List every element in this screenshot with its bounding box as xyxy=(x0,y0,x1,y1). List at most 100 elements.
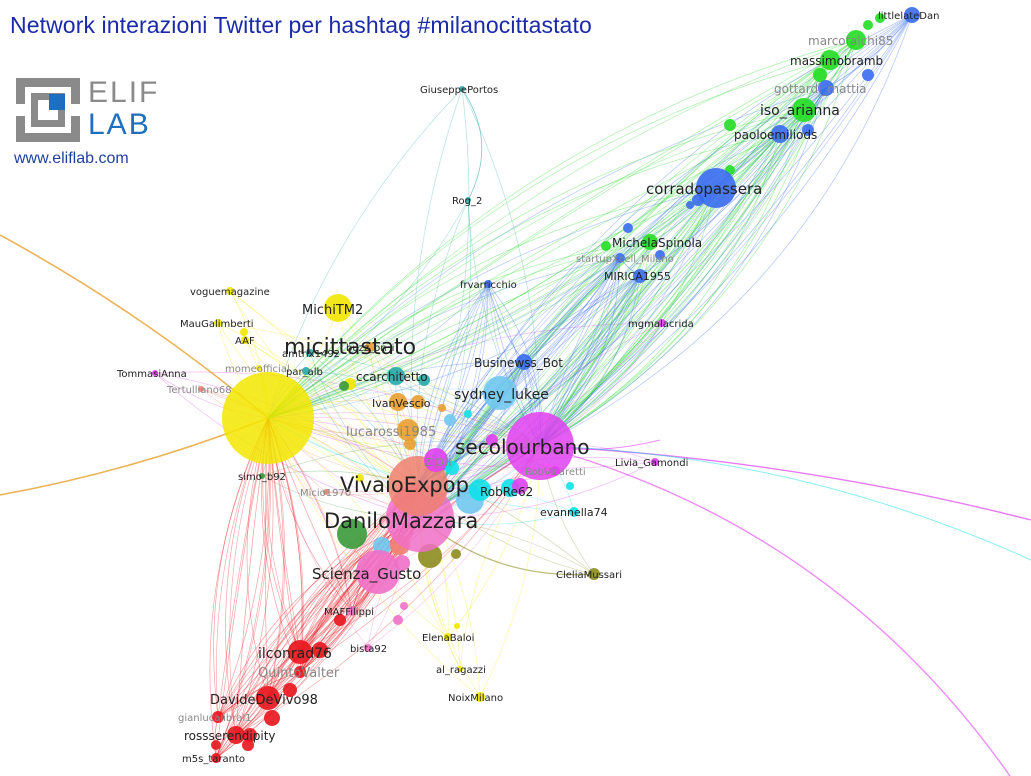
network-node-iso-arianna[interactable] xyxy=(792,98,816,122)
network-node-frvarricchio[interactable] xyxy=(484,280,492,288)
network-node-robre62[interactable] xyxy=(469,479,491,501)
network-node-voguemagazine[interactable] xyxy=(226,287,234,295)
network-node-michelaspinola[interactable] xyxy=(642,234,658,250)
network-node-secolourbano[interactable] xyxy=(506,412,574,480)
network-edge xyxy=(539,87,827,447)
network-node-tommasianna[interactable] xyxy=(152,370,158,376)
network-node-mirica1955[interactable] xyxy=(633,269,647,283)
network-edge xyxy=(417,59,831,487)
network-node-businewss-bot[interactable] xyxy=(516,354,532,370)
network-node-unlabeled xyxy=(444,414,456,426)
network-edge xyxy=(539,109,805,447)
network-edge xyxy=(419,241,651,519)
network-node-gianlucalibral1[interactable] xyxy=(212,711,224,723)
network-edge xyxy=(217,671,301,718)
network-node-elenabaloi[interactable] xyxy=(444,633,452,641)
network-edge xyxy=(267,59,831,419)
network-node-robvicaretti[interactable] xyxy=(550,466,560,476)
network-node-simo-b92[interactable] xyxy=(259,473,265,479)
network-node-marcofalchi85[interactable] xyxy=(846,30,866,50)
network-node-littlelatedan[interactable] xyxy=(904,7,920,23)
network-edge xyxy=(267,133,781,419)
network-edge xyxy=(539,39,857,447)
node-label-amtrix1492: amtrix1492 xyxy=(282,349,340,360)
network-node-maffilippi[interactable] xyxy=(347,606,357,616)
node-label-micio1970: Micio1970 xyxy=(300,488,351,499)
network-node-aaf[interactable] xyxy=(241,336,249,344)
network-node-unlabeled xyxy=(875,13,885,23)
network-node-rog-2[interactable] xyxy=(465,197,471,203)
network-node-ilconrad76[interactable] xyxy=(288,640,312,664)
network-node-scienza-gusto[interactable] xyxy=(356,550,400,594)
network-edge xyxy=(419,39,857,519)
network-edge xyxy=(419,14,913,519)
network-node-tertulliano68[interactable] xyxy=(198,386,204,392)
network-node-davidedevivo98[interactable] xyxy=(256,686,280,710)
network-node-quintovalter[interactable] xyxy=(294,666,306,678)
node-label-ivanvescio: IvanVescio xyxy=(372,397,431,410)
node-label-sydney-lukee: sydney_lukee xyxy=(454,387,549,403)
network-edge xyxy=(217,517,421,718)
network-node-ccarchitetto[interactable] xyxy=(387,367,405,385)
network-node-unlabeled xyxy=(438,404,446,412)
network-node-micio1970[interactable] xyxy=(323,489,329,495)
node-label-maffilippi: MAFFilippi xyxy=(324,607,374,618)
network-edge xyxy=(539,109,805,447)
network-edge xyxy=(419,275,641,519)
network-edge xyxy=(539,14,913,447)
network-node-startupxcell-milano[interactable] xyxy=(615,253,625,263)
node-label-paoloemiliods: paoloemiliods xyxy=(734,128,817,142)
network-node-par-alb[interactable] xyxy=(302,367,310,375)
network-node-unlabeled xyxy=(243,728,257,742)
network-edge xyxy=(539,39,857,447)
network-node-livia-gamondi[interactable] xyxy=(651,458,659,466)
network-edge xyxy=(419,109,805,519)
network-node-mgmalacrida[interactable] xyxy=(658,319,666,327)
network-node-zipli[interactable] xyxy=(424,448,448,472)
network-node-micittastato[interactable] xyxy=(222,372,314,464)
network-edge xyxy=(417,109,805,487)
nodes-layer xyxy=(152,7,920,763)
network-edge xyxy=(417,14,913,487)
network-node-giuseppeportos[interactable] xyxy=(459,86,465,92)
network-node-evannella74[interactable] xyxy=(569,507,579,517)
network-edge xyxy=(539,14,913,447)
network-node-unlabeled xyxy=(393,615,403,625)
network-node-cleliamussari[interactable] xyxy=(588,568,600,580)
network-node-al-ragazzi[interactable] xyxy=(457,666,463,672)
node-label-rog-2: Rog_2 xyxy=(452,196,482,207)
network-node-gottardi-mattia[interactable] xyxy=(818,80,834,96)
network-node-michitm2[interactable] xyxy=(324,294,352,322)
network-edge xyxy=(215,417,271,759)
network-node-amtrix1492[interactable] xyxy=(306,349,314,357)
network-edge xyxy=(539,109,805,447)
network-node-paoloemiliods[interactable] xyxy=(771,125,789,143)
network-edge xyxy=(267,187,717,419)
node-label-noixmilano: NoixMilano xyxy=(448,693,503,704)
node-label-davidedevivo98: DavideDeVivo98 xyxy=(210,693,318,708)
node-label-michelaspinola: MichelaSpinola xyxy=(612,236,702,250)
network-node-ivanvescio[interactable] xyxy=(389,393,407,411)
network-node-m5s-taranto[interactable] xyxy=(211,753,221,763)
network-node-maugalimberti[interactable] xyxy=(214,319,222,327)
network-node-massimobramb[interactable] xyxy=(820,50,840,70)
network-node-corradopassera[interactable] xyxy=(696,168,736,208)
network-node-rossserendipity[interactable] xyxy=(227,726,245,744)
network-node-unlabeled xyxy=(242,739,254,751)
network-node-bista92[interactable] xyxy=(364,644,372,652)
network-node-momeofficial[interactable] xyxy=(256,365,262,371)
network-node-sydney-lukee[interactable] xyxy=(483,376,517,410)
network-node-noixmilano[interactable] xyxy=(475,692,485,702)
network-node-buzz-on-i[interactable] xyxy=(365,342,375,352)
network-edge xyxy=(539,133,781,447)
network-node-lucarossi1985[interactable] xyxy=(397,419,419,441)
network-edge xyxy=(539,445,1031,521)
network-node-unlabeled xyxy=(655,250,665,260)
node-label-giuseppeportos: GiuseppePortos xyxy=(420,85,498,96)
website-link[interactable]: www.eliflab.com xyxy=(14,150,129,167)
node-label-businewss-bot: Businewss_Bot xyxy=(474,356,563,370)
network-edge xyxy=(461,88,541,447)
network-edge xyxy=(267,59,831,419)
network-edge xyxy=(419,133,781,519)
